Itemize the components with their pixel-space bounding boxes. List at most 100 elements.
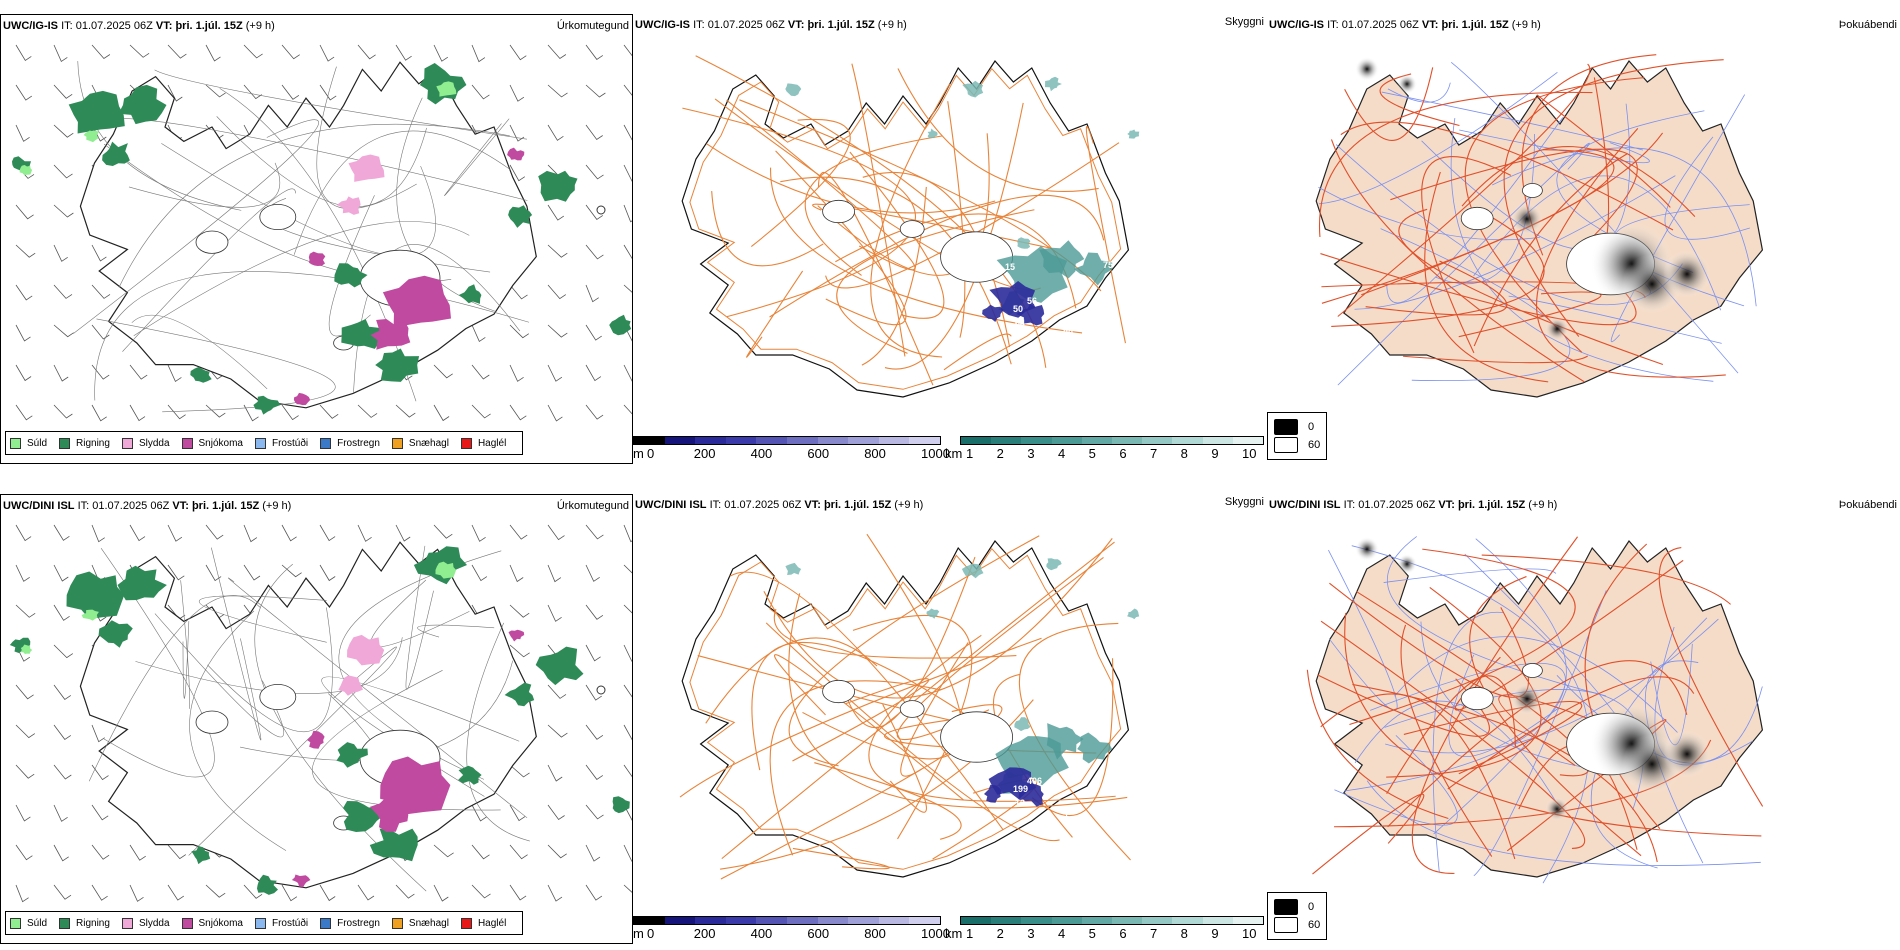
wind-barb <box>53 844 69 862</box>
road-line <box>88 595 261 782</box>
glacier-outline <box>259 203 297 230</box>
rain-area <box>609 314 632 336</box>
glacier-outline <box>1460 206 1494 231</box>
colorbar-tick: 7 <box>1150 446 1158 461</box>
colorbar-tick: 800 <box>864 926 886 941</box>
rain-area <box>253 395 281 415</box>
wind-barb <box>471 364 490 380</box>
road-line <box>836 209 1035 354</box>
model-name: UWC/IG-IS <box>635 19 690 31</box>
snow-area <box>380 756 451 815</box>
wind-barb <box>15 724 36 739</box>
road-line <box>751 641 993 771</box>
road-line <box>207 607 333 733</box>
lead-time: (+9 h) <box>245 20 275 32</box>
river-line <box>1328 549 1398 711</box>
rain-area <box>458 284 482 304</box>
snow-area <box>291 874 311 888</box>
colorbar-cell <box>1081 917 1112 924</box>
colorbar-cell <box>725 437 757 444</box>
legend-value: 60 <box>1308 919 1321 931</box>
colorbar-cell <box>961 917 992 924</box>
legend-swatch <box>320 917 332 929</box>
wind-barb <box>319 44 335 62</box>
wind-barb <box>15 764 35 779</box>
road-line <box>1312 793 1425 875</box>
vt-value: þri. 1.júl. 15Z <box>823 499 892 511</box>
colorbar-cell <box>1081 437 1112 444</box>
low-visibility-km-area <box>1073 252 1113 286</box>
rain-area <box>334 263 368 288</box>
vis-colorbars: m 0 200 400 600 800 1000 km 1 2 3 4 5 6 7 8 9 10 <box>633 436 1267 464</box>
wind-barb <box>281 84 300 100</box>
road-line <box>750 118 851 248</box>
vt-label: VT: <box>172 500 189 512</box>
road-line <box>1469 576 1642 857</box>
colorbar-tick: 3 <box>1027 926 1035 941</box>
wind-barb <box>15 404 33 421</box>
rain-area <box>190 366 212 383</box>
glacier-outline <box>259 683 297 710</box>
wind-barb <box>91 724 105 743</box>
road-line <box>1318 91 1593 238</box>
visibility-km-area <box>1127 608 1140 620</box>
fog-legend-row: 60 <box>1274 917 1320 933</box>
vis_km-unit: km <box>945 926 963 941</box>
road-line <box>763 538 1113 699</box>
road-line <box>1352 683 1658 863</box>
wind-barb <box>357 524 372 542</box>
colorbar-cell <box>786 917 818 924</box>
legend-swatch <box>391 437 403 449</box>
lead-time: (+9 h) <box>877 19 907 31</box>
wind-barb <box>585 364 602 382</box>
wind-barb <box>53 644 74 659</box>
wind-barb <box>585 844 601 862</box>
wind-barb <box>15 84 33 101</box>
panel-title: Þokuábendi <box>1838 19 1897 31</box>
lead-time: (+9 h) <box>894 499 924 511</box>
rain-area <box>336 742 368 768</box>
river-line <box>1370 662 1566 835</box>
river-line <box>1435 134 1536 285</box>
wind-barb <box>471 844 490 860</box>
rain-area <box>535 646 584 686</box>
wind-barb <box>53 164 73 179</box>
precip-map-top <box>12 44 632 422</box>
it-label: IT: <box>61 20 73 32</box>
road-line <box>1331 217 1545 328</box>
vis-map-top: 50 56 64 80 15 75 <box>681 55 1140 398</box>
legend-label: Snjókoma <box>198 917 243 929</box>
vt-value: þri. 1.júl. 15Z <box>175 20 243 32</box>
wind-barb <box>623 604 632 614</box>
legend-swatch <box>254 917 266 929</box>
model-name: UWC/IG-IS <box>3 20 58 32</box>
road-line <box>135 637 403 694</box>
wind-barb <box>129 44 150 58</box>
wind-barb <box>585 44 604 60</box>
visibility-value-label: 15 <box>1005 262 1015 272</box>
wind-barb <box>319 524 336 542</box>
rain-area <box>98 620 133 648</box>
river-line <box>1354 175 1676 310</box>
low-visibility-km-area <box>1039 240 1085 279</box>
road-line <box>1031 658 1114 817</box>
visibility-value-label: 406 <box>1027 776 1042 786</box>
snow-area <box>382 275 451 328</box>
wind-barb <box>509 324 530 339</box>
model-name: UWC/DINI ISL <box>635 499 707 511</box>
wind-barb <box>243 564 261 581</box>
road-line <box>1398 208 1664 366</box>
visibility-km-area <box>1127 129 1140 139</box>
legend-label: Slydda <box>138 917 170 929</box>
visibility-value-label: 75 <box>1103 260 1113 270</box>
legend-label: Haglél <box>477 917 507 929</box>
road-line <box>154 613 284 738</box>
precip-legend-item: Slydda <box>121 917 170 929</box>
fog-legend-row: 0 <box>1274 899 1320 915</box>
vis_km-unit: km <box>945 446 963 461</box>
road-line <box>896 557 1104 740</box>
road-line <box>1344 612 1762 837</box>
wind-barb <box>15 364 32 382</box>
road-line <box>849 151 945 319</box>
visibility-km-area <box>785 562 802 575</box>
